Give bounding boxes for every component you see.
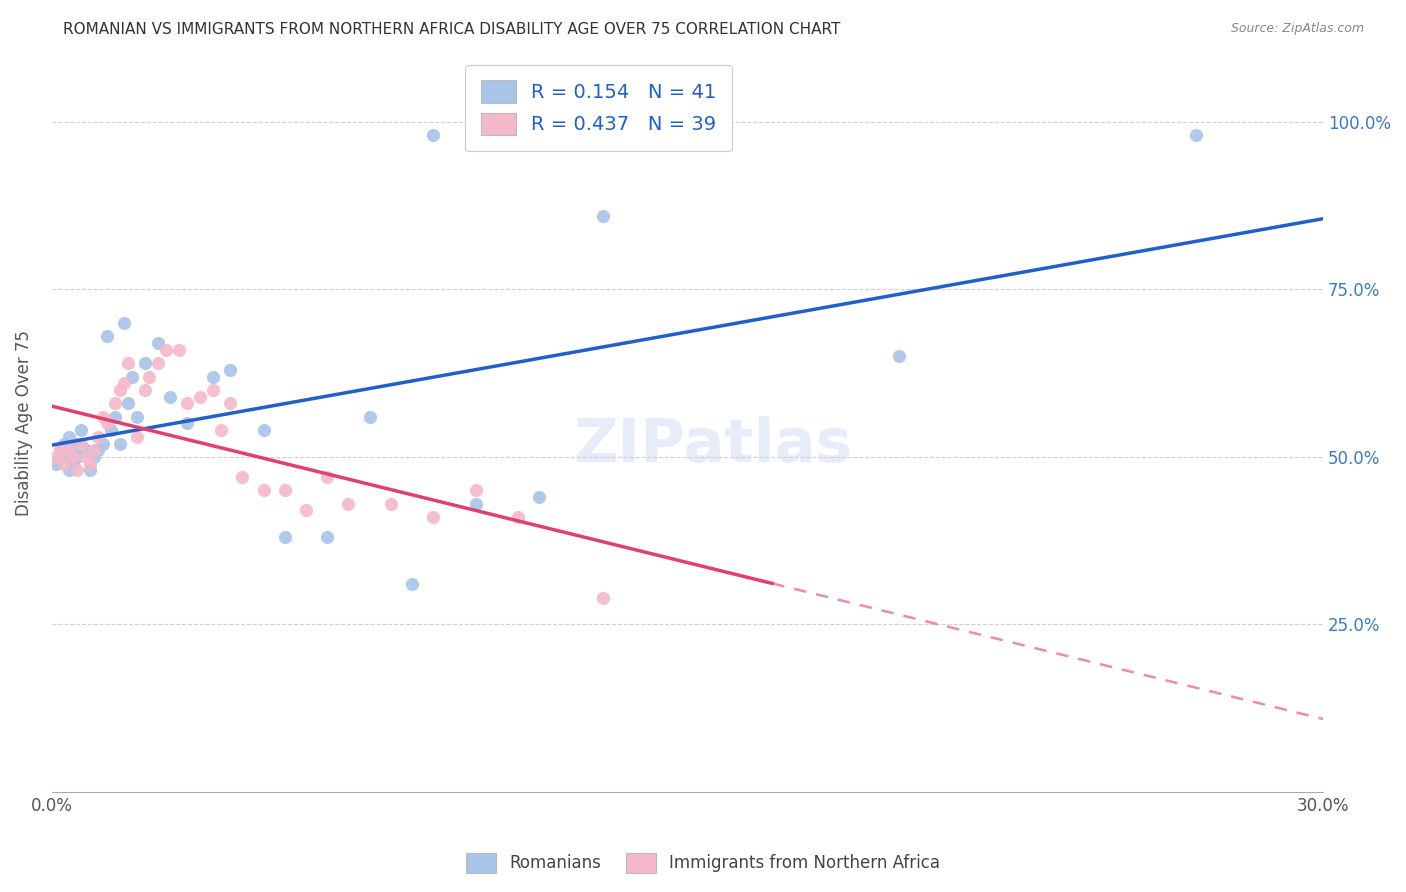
- Point: [464, 483, 486, 498]
- Point: [66, 463, 89, 477]
- Point: [134, 383, 156, 397]
- Text: ROMANIAN VS IMMIGRANTS FROM NORTHERN AFRICA DISABILITY AGE OVER 75 CORRELATION C: ROMANIAN VS IMMIGRANTS FROM NORTHERN AFR…: [63, 22, 841, 37]
- Point: [104, 396, 127, 410]
- Point: [134, 356, 156, 370]
- Point: [53, 457, 76, 471]
- Point: [274, 483, 297, 498]
- Point: [889, 350, 911, 364]
- Text: Source: ZipAtlas.com: Source: ZipAtlas.com: [1230, 22, 1364, 36]
- Point: [58, 443, 80, 458]
- Y-axis label: Disability Age Over 75: Disability Age Over 75: [15, 330, 32, 516]
- Point: [527, 490, 550, 504]
- Point: [87, 443, 110, 458]
- Point: [66, 436, 89, 450]
- Point: [53, 450, 76, 464]
- Point: [253, 423, 276, 437]
- Point: [316, 470, 339, 484]
- Point: [125, 409, 148, 424]
- Point: [62, 443, 84, 458]
- Point: [176, 396, 198, 410]
- Point: [112, 316, 135, 330]
- Point: [592, 591, 614, 605]
- Point: [176, 417, 198, 431]
- Point: [422, 128, 444, 143]
- Point: [592, 209, 614, 223]
- Point: [401, 577, 423, 591]
- Point: [91, 409, 114, 424]
- Point: [155, 343, 177, 357]
- Point: [253, 483, 276, 498]
- Point: [201, 383, 224, 397]
- Point: [108, 383, 131, 397]
- Point: [49, 443, 72, 458]
- Point: [121, 369, 143, 384]
- Point: [337, 497, 360, 511]
- Point: [62, 457, 84, 471]
- Point: [316, 530, 339, 544]
- Point: [62, 450, 84, 464]
- Point: [112, 376, 135, 391]
- Point: [1185, 128, 1208, 143]
- Point: [201, 369, 224, 384]
- Point: [58, 463, 80, 477]
- Point: [58, 430, 80, 444]
- Point: [159, 390, 181, 404]
- Point: [70, 423, 93, 437]
- Point: [359, 409, 381, 424]
- Point: [45, 457, 67, 471]
- Point: [125, 430, 148, 444]
- Point: [117, 356, 139, 370]
- Point: [464, 497, 486, 511]
- Point: [506, 510, 529, 524]
- Point: [53, 436, 76, 450]
- Point: [422, 510, 444, 524]
- Point: [66, 450, 89, 464]
- Point: [87, 430, 110, 444]
- Point: [96, 417, 118, 431]
- Point: [188, 390, 211, 404]
- Point: [75, 450, 97, 464]
- Point: [75, 443, 97, 458]
- Point: [79, 463, 101, 477]
- Point: [79, 457, 101, 471]
- Point: [146, 336, 169, 351]
- Legend: R = 0.154   N = 41, R = 0.437   N = 39: R = 0.154 N = 41, R = 0.437 N = 39: [465, 65, 733, 151]
- Point: [295, 503, 318, 517]
- Point: [231, 470, 253, 484]
- Point: [70, 436, 93, 450]
- Point: [218, 363, 240, 377]
- Point: [100, 423, 122, 437]
- Legend: Romanians, Immigrants from Northern Africa: Romanians, Immigrants from Northern Afri…: [460, 847, 946, 880]
- Text: ZIPatlas: ZIPatlas: [574, 416, 852, 475]
- Point: [83, 443, 105, 458]
- Point: [380, 497, 402, 511]
- Point: [117, 396, 139, 410]
- Point: [218, 396, 240, 410]
- Point: [209, 423, 232, 437]
- Point: [49, 443, 72, 458]
- Point: [146, 356, 169, 370]
- Point: [138, 369, 160, 384]
- Point: [108, 436, 131, 450]
- Point: [45, 450, 67, 464]
- Point: [104, 409, 127, 424]
- Point: [91, 436, 114, 450]
- Point: [83, 450, 105, 464]
- Point: [167, 343, 190, 357]
- Point: [274, 530, 297, 544]
- Point: [96, 329, 118, 343]
